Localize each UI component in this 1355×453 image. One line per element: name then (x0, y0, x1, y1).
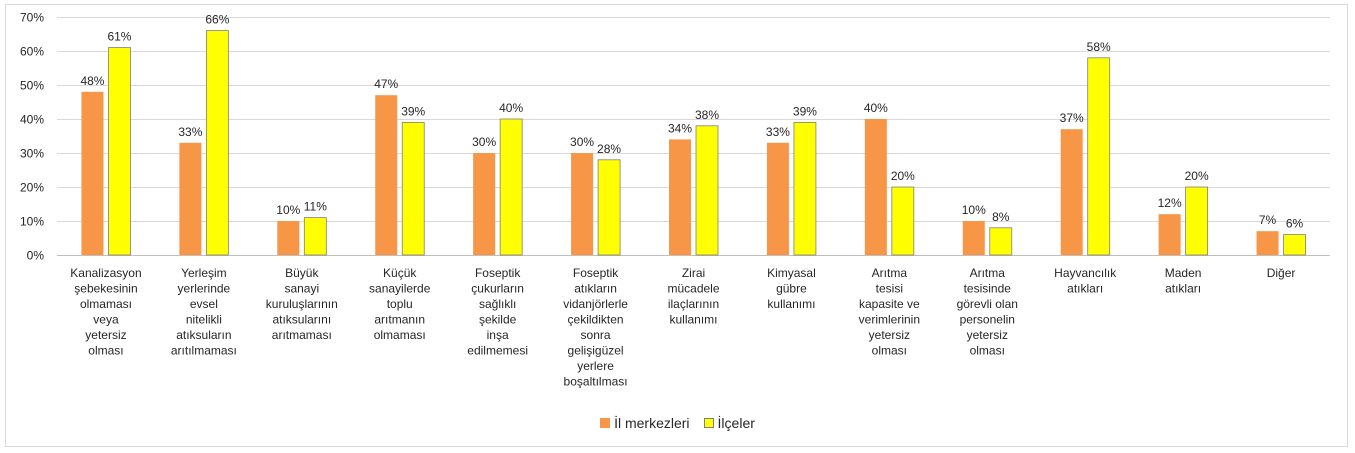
y-tick-label: 10% (20, 215, 44, 229)
data-label: 30% (472, 135, 496, 149)
y-tick-label: 20% (20, 181, 44, 195)
bar-il-merkezleri (1060, 129, 1083, 255)
bar-il-merkezleri (571, 153, 594, 255)
bar-il-merkezleri (1158, 214, 1181, 255)
data-label: 37% (1060, 111, 1084, 125)
data-label: 33% (766, 125, 790, 139)
data-label: 20% (1185, 169, 1209, 183)
y-tick-label: 40% (20, 113, 44, 127)
bar-il-merkezleri (375, 95, 398, 255)
gridlines (57, 17, 1330, 256)
legend-label-ilceler: İlçeler (717, 415, 755, 431)
legend-swatch-ilceler (703, 418, 714, 428)
bar-ilceler (108, 47, 131, 256)
x-category-label: Kimyasal gübre kullanımı (767, 266, 816, 311)
x-category-label: Foseptik çukurların sağlıklı şekilde inşa edi… (467, 266, 528, 358)
data-label: 28% (597, 142, 621, 156)
bar-ilceler (891, 186, 915, 256)
x-category-label: Arıtma tesisi kapasite ve verimlerinin yeter… (859, 266, 920, 358)
y-tick-label: 70% (20, 11, 44, 25)
bar-ilceler (205, 30, 229, 256)
data-label: 33% (178, 125, 202, 139)
y-axis: 0% 10% 20% 30% 40% 50% 60% 70% (20, 11, 44, 263)
bar-ilceler (303, 217, 327, 256)
bar-il-merkezleri (179, 142, 202, 255)
legend-label-il-merkezleri: İl merkezleri (614, 415, 690, 431)
bar-il-merkezleri (81, 91, 104, 255)
data-label: 10% (276, 203, 300, 217)
bar-ilceler (1283, 234, 1306, 256)
bar-ilceler (499, 118, 523, 256)
data-labels: 48%61%33%66%10% 11%47%39%30%40%30% 28%34%3… (80, 13, 1303, 231)
data-label: 20% (891, 169, 915, 183)
bar-ilceler (1185, 186, 1209, 256)
x-category-label: Büyük sanayi kuruluşlarının atıksularını arı… (266, 266, 338, 342)
y-tick-label: 0% (27, 249, 45, 263)
x-category-label: Yerleşim yerlerinde evsel nitelikli atıksula… (171, 266, 237, 358)
x-category-label: Küçük sanayilerde toplu arıtmanın olmaması (369, 266, 431, 342)
bar-ilceler (597, 159, 621, 256)
data-label: 34% (668, 121, 692, 135)
x-category-label: Maden atıkları (1165, 266, 1202, 296)
x-category-label: Arıtma tesisinde görevli olan personelin yet… (957, 266, 1018, 358)
bar-il-merkezleri (864, 119, 887, 255)
data-label: 11% (304, 200, 327, 214)
x-category-label: Kanalizasyon şebekesinin olmaması veya yeter… (70, 266, 141, 358)
data-label: 40% (864, 101, 888, 115)
bar-il-merkezleri (277, 221, 300, 255)
legend: İl merkezleri İlçeler (0, 415, 1355, 431)
data-label: 58% (1087, 40, 1111, 54)
bar-il-merkezleri (1256, 231, 1279, 255)
y-tick-label: 50% (20, 79, 44, 93)
bar-ilceler (401, 122, 425, 256)
data-label: 39% (401, 104, 425, 118)
legend-item-il-merkezleri: İl merkezleri (600, 415, 690, 431)
x-category-label: Zirai mücadele ilaçlarının kullanımı (667, 266, 719, 327)
bars (81, 30, 1306, 256)
legend-item-ilceler: İlçeler (703, 415, 755, 431)
data-label: 10% (962, 203, 986, 217)
bar-il-merkezleri (473, 153, 496, 255)
data-label: 6% (1286, 217, 1304, 231)
bar-ilceler (793, 122, 817, 256)
data-label: 47% (374, 77, 398, 91)
data-label: 61% (107, 30, 131, 44)
x-category-label: Diğer (1267, 266, 1296, 280)
x-category-label: Foseptik atıkların vidanjörlerle çekildikte… (563, 266, 628, 389)
data-label: 66% (205, 13, 229, 27)
data-label: 38% (695, 108, 719, 122)
y-tick-label: 30% (20, 147, 44, 161)
data-label: 48% (80, 74, 104, 88)
data-label: 8% (992, 210, 1010, 224)
bar-ilceler (695, 125, 719, 256)
data-label: 7% (1259, 213, 1277, 227)
x-axis: Kanalizasyon şebekesinin olmaması veya yeter… (70, 266, 1295, 389)
data-label: 40% (499, 101, 523, 115)
bar-il-merkezleri (766, 142, 789, 255)
legend-swatch-il-merkezleri (600, 418, 611, 428)
data-label: 12% (1158, 196, 1182, 210)
y-tick-label: 60% (20, 45, 44, 59)
bar-il-merkezleri (962, 221, 985, 255)
bar-ilceler (989, 227, 1013, 256)
bar-ilceler (1087, 57, 1111, 256)
x-category-label: Hayvancılık atıkları (1054, 266, 1117, 296)
data-label: 39% (793, 104, 817, 118)
data-label: 30% (570, 135, 594, 149)
bar-il-merkezleri (669, 139, 691, 255)
